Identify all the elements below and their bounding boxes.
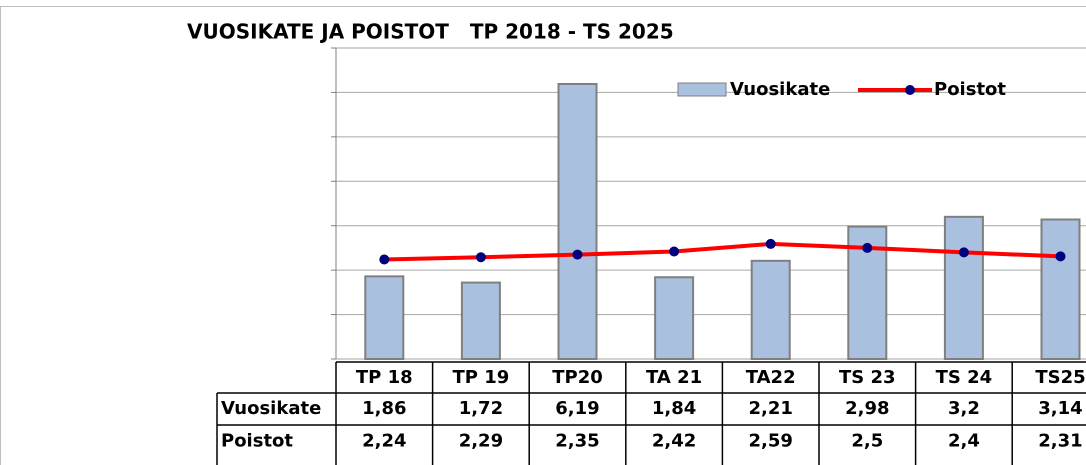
- table-cell: 3,2: [948, 398, 980, 419]
- table-cell: 1,86: [362, 398, 406, 419]
- x-tick-label: TP 19: [453, 367, 510, 388]
- x-tick-label: TP 18: [356, 367, 413, 388]
- table-row-label: Vuosikate: [221, 398, 321, 419]
- table-cell: 2,5: [851, 431, 883, 452]
- marker: [379, 254, 390, 265]
- bar: [1040, 218, 1081, 360]
- x-tick-label: TS 23: [839, 367, 896, 388]
- legend-label: Poistot: [934, 79, 1006, 100]
- table-cell: 3,14: [1038, 398, 1082, 419]
- bar: [654, 276, 695, 361]
- table-cell: 2,24: [362, 431, 406, 452]
- table-cell: 1,84: [652, 398, 696, 419]
- table-cell: 1,72: [459, 398, 503, 419]
- table-cell: 2,98: [845, 398, 889, 419]
- table-cell: 2,4: [948, 431, 980, 452]
- marker: [1055, 251, 1066, 262]
- legend-marker: [905, 85, 915, 95]
- marker: [765, 238, 776, 249]
- bar: [460, 281, 501, 360]
- table-cell: 2,29: [459, 431, 503, 452]
- bar: [364, 275, 405, 360]
- bar: [750, 259, 791, 361]
- x-tick-label: TP20: [552, 367, 603, 388]
- x-tick-label: TS25: [1035, 367, 1085, 388]
- table-row-label: Poistot: [221, 431, 293, 452]
- frame: [0, 6, 1086, 465]
- table-cell: 2,31: [1038, 431, 1082, 452]
- marker: [958, 247, 969, 258]
- x-tick-label: TA 21: [646, 367, 702, 388]
- marker: [862, 242, 873, 253]
- bar: [943, 215, 984, 360]
- marker: [572, 249, 583, 260]
- table-cell: 6,19: [555, 398, 599, 419]
- table-cell: 2,21: [748, 398, 792, 419]
- bar: [557, 82, 598, 360]
- line: [384, 241, 1061, 262]
- marker: [669, 246, 680, 257]
- legend-label: Vuosikate: [730, 79, 830, 100]
- x-tick-label: TS 24: [936, 367, 993, 388]
- table-cell: 2,42: [652, 431, 696, 452]
- chart-title: VUOSIKATE JA POISTOT TP 2018 - TS 2025: [187, 20, 674, 44]
- x-tick-label: TA22: [746, 367, 796, 388]
- legend-swatch: [677, 82, 727, 97]
- marker: [475, 252, 486, 263]
- table-cell: 2,35: [555, 431, 599, 452]
- table-cell: 2,59: [748, 431, 792, 452]
